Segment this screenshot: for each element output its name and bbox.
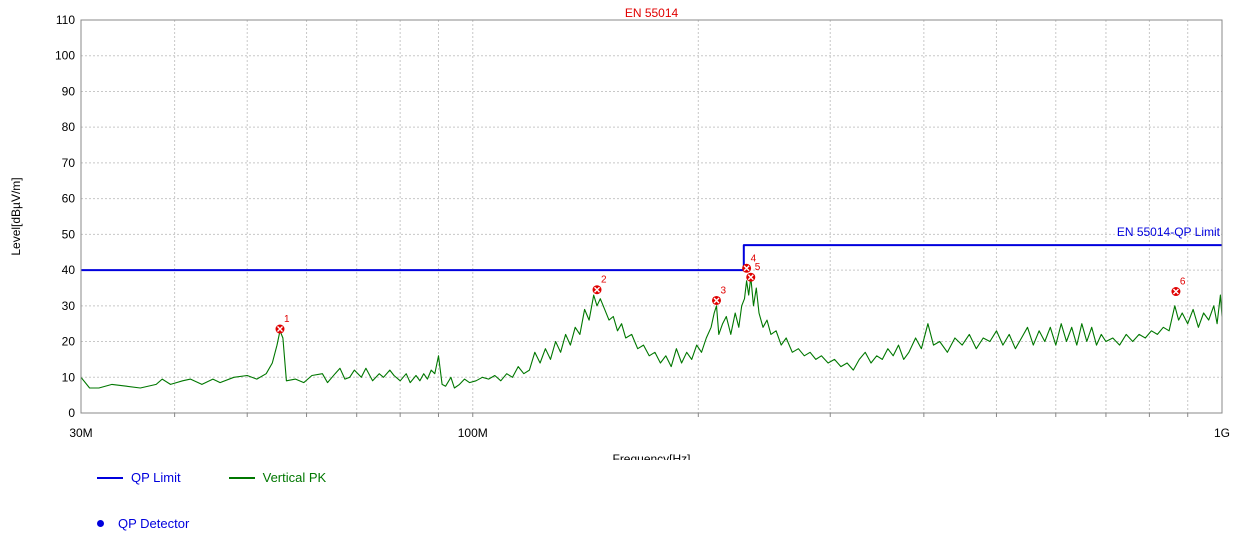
y-tick-label-60: 60: [62, 192, 76, 206]
y-tick-label-50: 50: [62, 227, 76, 241]
marker-6: 6: [1171, 277, 1186, 297]
series-group: [81, 245, 1222, 388]
x-axis-label: Frequency[Hz]: [612, 452, 690, 460]
markers-group: 123456: [276, 253, 1186, 333]
marker-label-1: 1: [284, 314, 290, 325]
x-tick-label-30M: 30M: [69, 426, 92, 440]
marker-label-2: 2: [601, 275, 607, 286]
y-tick-label-110: 110: [56, 13, 75, 27]
y-tick-label-90: 90: [62, 84, 76, 98]
emi-chart: 0 10 20 30 40 50 60 70 80 90 100 110 30M 100M 1G 1 2 3 4…: [0, 0, 1239, 460]
marker-label-6: 6: [1180, 277, 1186, 288]
y-tick-label-10: 10: [62, 370, 76, 384]
y-tick-label-0: 0: [68, 406, 75, 420]
x-tick-label-1G: 1G: [1214, 426, 1230, 440]
marker-label-5: 5: [755, 262, 761, 273]
y-tick-label-100: 100: [55, 49, 75, 63]
marker-2: 2: [593, 275, 608, 295]
limit-line-label: EN 55014-QP Limit: [1117, 225, 1221, 239]
y-tick-label-20: 20: [62, 335, 76, 349]
series-vertical-pk: [81, 277, 1222, 388]
legend-label-qp-detector: QP Detector: [118, 516, 189, 531]
y-tick-label-80: 80: [62, 120, 76, 134]
legend-swatch-qp-detector: [97, 520, 104, 527]
series-qp-limit: [81, 245, 1222, 270]
legend-swatch-qp-limit: [97, 477, 123, 479]
legend-row-1: QP Limit Vertical PK: [97, 470, 326, 485]
y-tick-label-30: 30: [62, 299, 76, 313]
legend-label-qp-limit: QP Limit: [131, 470, 181, 485]
chart-title: EN 55014: [625, 6, 679, 20]
marker-label-3: 3: [720, 285, 726, 296]
x-tick-label-100M: 100M: [458, 426, 488, 440]
x-axis-ticks: 30M 100M 1G: [69, 413, 1230, 440]
legend-row-2: QP Detector: [97, 516, 189, 531]
legend-swatch-vertical-pk: [229, 477, 255, 479]
legend-label-vertical-pk: Vertical PK: [263, 470, 327, 485]
marker-3: 3: [712, 285, 727, 305]
y-axis-label: Level[dBµV/m]: [9, 177, 23, 255]
marker-1: 1: [276, 314, 291, 334]
y-tick-label-70: 70: [62, 156, 76, 170]
y-axis-ticks: 0 10 20 30 40 50 60 70 80 90 100 110: [55, 13, 75, 420]
y-tick-label-40: 40: [62, 263, 76, 277]
